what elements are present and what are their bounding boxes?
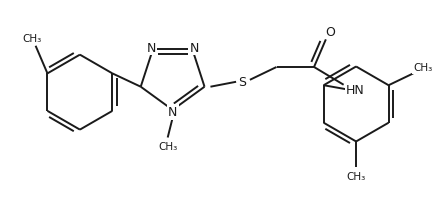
Text: CH₃: CH₃ — [413, 63, 433, 73]
Text: HN: HN — [346, 84, 365, 97]
Text: CH₃: CH₃ — [158, 142, 177, 152]
Text: N: N — [190, 42, 199, 54]
Text: O: O — [325, 26, 335, 39]
Text: N: N — [168, 106, 177, 119]
Text: CH₃: CH₃ — [347, 171, 366, 181]
Text: N: N — [146, 42, 156, 54]
Text: S: S — [238, 76, 246, 89]
Text: CH₃: CH₃ — [22, 34, 41, 44]
